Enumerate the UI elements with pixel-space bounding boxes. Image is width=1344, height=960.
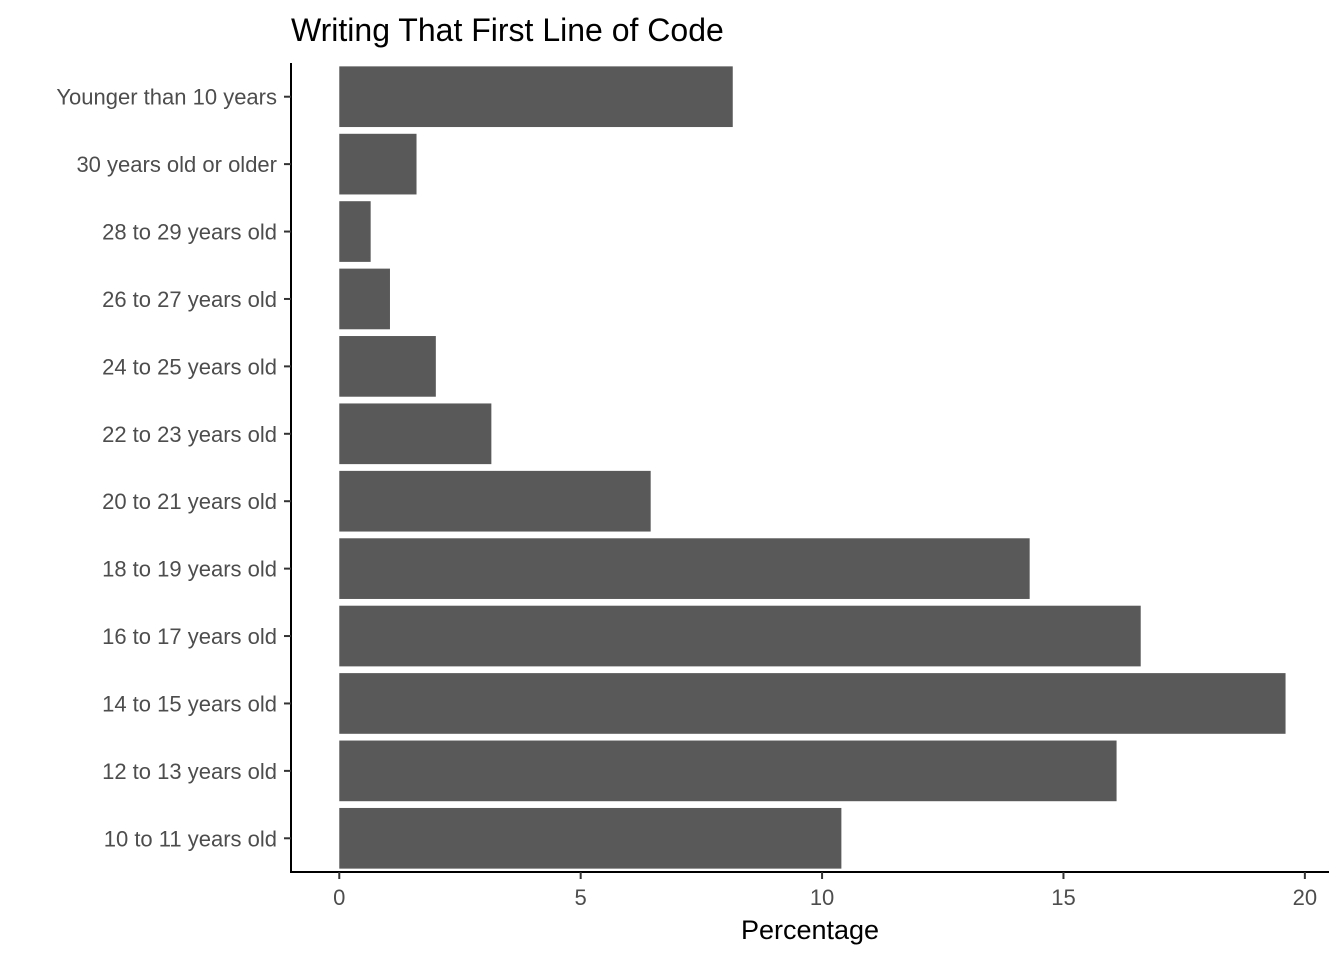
chart-title: Writing That First Line of Code <box>291 12 724 48</box>
y-tick-label: 18 to 19 years old <box>102 557 277 582</box>
y-tick-label: 24 to 25 years old <box>102 354 277 379</box>
x-axis: 0 5 10 15 20 <box>290 871 1329 910</box>
bar <box>339 336 436 397</box>
x-tick-label: 5 <box>575 885 587 910</box>
bar <box>339 403 492 465</box>
x-tick-label: 10 <box>810 885 834 910</box>
y-tick-label: 16 to 17 years old <box>102 624 277 649</box>
bar <box>339 673 1286 734</box>
y-tick-label: 22 to 23 years old <box>102 422 277 447</box>
bars-group <box>339 66 1286 869</box>
y-tick-label: 12 to 13 years old <box>102 759 277 784</box>
y-tick-label: 28 to 29 years old <box>102 220 277 245</box>
y-tick-label: 14 to 15 years old <box>102 691 277 716</box>
x-axis-title: Percentage <box>741 915 879 945</box>
x-tick-label: 0 <box>333 885 345 910</box>
bar <box>339 470 651 532</box>
y-tick-label: 26 to 27 years old <box>102 287 277 312</box>
bar <box>339 133 417 195</box>
bar <box>339 538 1030 599</box>
bar <box>339 66 733 128</box>
bar <box>339 268 390 330</box>
x-tick-label: 15 <box>1051 885 1075 910</box>
bar <box>339 605 1141 667</box>
bar <box>339 740 1117 802</box>
y-tick-label: Younger than 10 years <box>56 85 277 110</box>
y-tick-label: 10 to 11 years old <box>104 826 277 851</box>
y-axis: 10 to 11 years old 12 to 13 years old 14 t… <box>56 63 292 872</box>
y-tick-label: 30 years old or older <box>76 152 277 177</box>
bar <box>339 201 371 262</box>
y-tick-label: 20 to 21 years old <box>102 489 277 514</box>
bar <box>339 807 842 869</box>
x-tick-label: 20 <box>1293 885 1317 910</box>
